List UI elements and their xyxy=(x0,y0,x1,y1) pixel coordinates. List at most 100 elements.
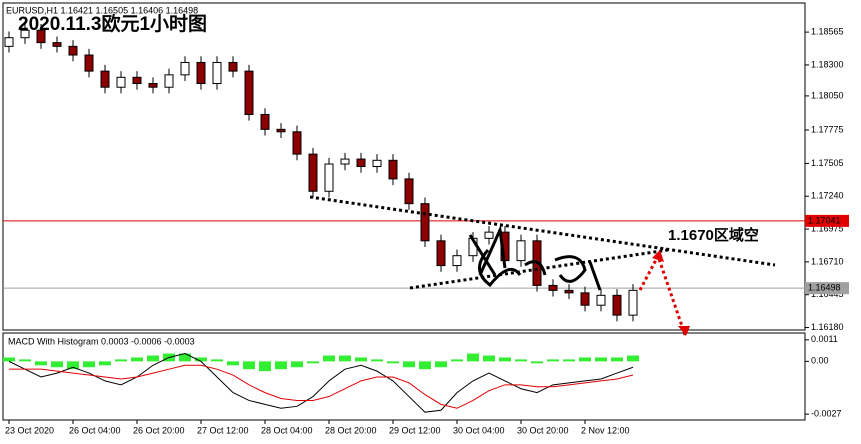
histogram-bar xyxy=(371,359,383,362)
y-tick-label: 1.18050 xyxy=(811,90,844,100)
histogram-bar xyxy=(147,355,159,362)
x-tick-label: 26 Oct 04:00 xyxy=(69,425,121,435)
annotation: 1.1670区域空 xyxy=(668,226,759,244)
candle-body xyxy=(212,61,222,85)
macd-title: MACD With Histogram 0.0003 -0.0006 -0.00… xyxy=(8,336,195,346)
candle-body xyxy=(180,61,190,76)
candle-body xyxy=(260,113,270,130)
candle-body xyxy=(292,131,302,155)
histogram-bar xyxy=(51,361,63,368)
histogram-bar xyxy=(259,361,271,372)
histogram-bar xyxy=(579,357,591,362)
histogram-bar xyxy=(483,355,495,362)
y-tick-label: 1.16180 xyxy=(811,322,844,332)
candle-body xyxy=(564,289,574,294)
candle-body xyxy=(580,292,590,306)
candle-body xyxy=(4,37,14,47)
histogram-bar xyxy=(355,357,367,362)
trendline xyxy=(409,248,669,290)
candle-body xyxy=(52,42,62,47)
histogram-bar xyxy=(627,355,639,362)
candle-body xyxy=(452,255,462,267)
candle-body xyxy=(228,61,238,72)
macd-line xyxy=(9,364,634,409)
candle-body xyxy=(100,70,110,88)
level-label-box xyxy=(805,282,849,295)
candle-body xyxy=(164,74,174,88)
level-label-box xyxy=(805,214,849,227)
x-tick-label: 30 Oct 20:00 xyxy=(517,425,569,435)
drawings xyxy=(309,195,776,336)
y-tick-label: 0.00 xyxy=(811,356,829,366)
x-tick-label: 29 Oct 12:00 xyxy=(389,425,441,435)
candle-body xyxy=(484,231,494,239)
candle-body xyxy=(516,240,526,262)
scribble xyxy=(468,224,602,291)
x-tick-label: 28 Oct 04:00 xyxy=(261,425,313,435)
candle-body xyxy=(628,289,638,316)
candle-body xyxy=(84,54,94,72)
candle-body xyxy=(548,284,558,291)
candle-body xyxy=(276,128,286,133)
histogram-bar xyxy=(19,359,31,362)
y-tick-label: 0.0011 xyxy=(811,334,838,344)
x-tick-label: 27 Oct 12:00 xyxy=(197,425,249,435)
histogram-bar xyxy=(595,357,607,362)
x-tick-label: 23 Oct 2020 xyxy=(5,425,54,435)
y-tick-label: 1.16710 xyxy=(811,256,844,266)
y-tick-label: -0.0027 xyxy=(811,409,842,419)
candle-body xyxy=(612,294,622,316)
y-tick-label: 1.18300 xyxy=(811,59,844,69)
histogram-bar xyxy=(611,357,623,362)
histogram-bar xyxy=(419,361,431,370)
level-label: 1.17041 xyxy=(808,215,841,225)
candle-body xyxy=(308,153,318,192)
histogram-bar xyxy=(339,355,351,362)
y-tick-label: 1.18565 xyxy=(811,26,844,36)
histogram-bar xyxy=(323,355,335,362)
histogram-bar xyxy=(563,359,575,362)
histogram-bar xyxy=(499,357,511,362)
y-tick-label: 1.17240 xyxy=(811,191,844,201)
histogram-bar xyxy=(211,359,223,362)
macd-line xyxy=(8,353,634,413)
trendline xyxy=(309,195,776,267)
histogram-bar xyxy=(83,361,95,368)
x-tick-label: 30 Oct 04:00 xyxy=(453,425,505,435)
histogram-bar xyxy=(131,357,143,362)
histogram-bar xyxy=(435,361,447,368)
histogram-bar xyxy=(403,361,415,368)
histogram-bar xyxy=(67,361,79,370)
candle-body xyxy=(388,159,398,180)
candle-body xyxy=(244,70,254,115)
histogram-bar xyxy=(307,361,319,364)
candle-body xyxy=(68,45,78,56)
candle-body xyxy=(340,158,350,165)
candle-body xyxy=(196,61,206,85)
level-label: 1.16498 xyxy=(808,283,841,293)
main-panel xyxy=(2,2,806,331)
candle-body xyxy=(148,83,158,88)
y-tick-label: 1.16975 xyxy=(811,223,844,233)
histogram-bar xyxy=(387,361,399,364)
x-tick-label: 26 Oct 20:00 xyxy=(133,425,185,435)
histogram-bar xyxy=(243,361,255,370)
macd-panel xyxy=(2,332,806,421)
histogram-bar xyxy=(99,361,111,366)
histogram-bar xyxy=(179,353,191,362)
histogram-bar xyxy=(227,361,239,366)
x-tick-label: 28 Oct 20:00 xyxy=(325,425,377,435)
histogram-bar xyxy=(467,353,479,362)
histogram-bar xyxy=(35,361,47,366)
candle-body xyxy=(36,29,46,44)
histogram-bar xyxy=(451,359,463,362)
y-tick-label: 1.17505 xyxy=(811,158,844,168)
histogram-bar xyxy=(547,359,559,362)
candle-body xyxy=(404,178,414,205)
x-tick-label: 2 Nov 12:00 xyxy=(581,425,630,435)
histogram-bar xyxy=(3,357,15,362)
histogram-bar xyxy=(275,361,287,370)
candle-body xyxy=(420,203,430,242)
